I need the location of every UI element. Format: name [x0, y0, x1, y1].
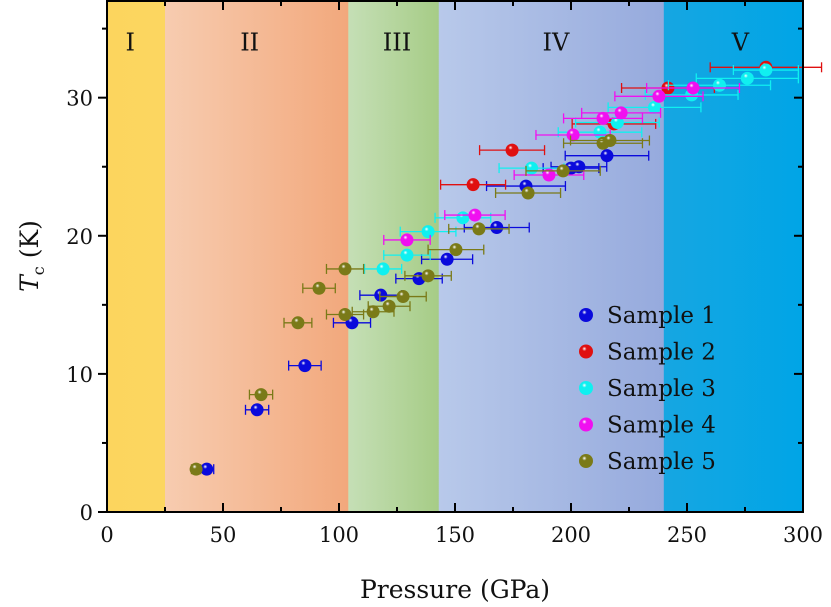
data-point: [759, 63, 773, 77]
region-label-III: III: [383, 28, 411, 56]
legend-item-sample-2: Sample 2: [579, 340, 716, 366]
data-point: [505, 143, 519, 157]
x-tick-label: 250: [667, 523, 707, 547]
data-point: [490, 220, 504, 234]
x-tick-label: 150: [435, 523, 475, 547]
x-tick-label: 0: [100, 523, 113, 547]
data-point: [603, 133, 617, 147]
legend-label: Sample 5: [607, 449, 716, 475]
data-point: [400, 248, 414, 262]
data-point: [440, 252, 454, 266]
data-point: [200, 462, 214, 476]
region-label-V: V: [731, 28, 750, 56]
data-point: [421, 269, 435, 283]
legend-item-sample-3: Sample 3: [579, 376, 716, 402]
y-tick-label: 0: [80, 501, 93, 525]
data-point: [396, 290, 410, 304]
series-sample-4: [383, 81, 741, 247]
data-point: [472, 222, 486, 236]
data-point: [421, 225, 435, 239]
data-point: [466, 178, 480, 192]
data-point: [686, 81, 700, 95]
y-tick-label: 10: [66, 363, 93, 387]
legend-marker: [579, 454, 593, 468]
legend-marker: [579, 381, 593, 395]
data-point: [312, 281, 326, 295]
legend-label: Sample 2: [607, 340, 716, 366]
data-point: [468, 208, 482, 222]
series-sample-1: [199, 149, 650, 476]
region-II-band: [165, 1, 349, 512]
legend-item-sample-5: Sample 5: [579, 449, 716, 475]
legend-marker: [579, 417, 593, 432]
region-I-band: [107, 1, 166, 512]
x-axis-title: Pressure (GPa): [360, 575, 550, 604]
data-point: [376, 262, 390, 276]
legend: Sample 1 Sample 2 Sample 3 Sample 4 Sample 5: [579, 303, 716, 475]
data-point: [566, 128, 580, 142]
data-point: [382, 299, 396, 313]
y-axis-symbol: T: [15, 273, 44, 292]
data-point: [456, 211, 470, 225]
data-point: [366, 305, 380, 319]
y-axis-title: Tc (K): [15, 220, 48, 292]
data-points: [189, 60, 823, 476]
data-point: [400, 233, 414, 247]
y-tick-label: 20: [66, 225, 93, 249]
y-axis-unit: (K): [15, 220, 44, 266]
data-point: [600, 149, 614, 163]
legend-item-sample-4: Sample 4: [579, 413, 716, 439]
data-point: [254, 388, 268, 402]
x-tick-label: 50: [210, 523, 237, 547]
data-point: [556, 164, 570, 178]
data-point: [521, 186, 535, 200]
data-point: [593, 125, 607, 139]
data-point: [449, 243, 463, 257]
y-tick-label: 30: [66, 87, 93, 111]
region-label-IV: IV: [543, 28, 570, 56]
region-IV-band: [438, 1, 665, 512]
series-sample-5: [189, 133, 651, 476]
legend-marker: [579, 308, 593, 322]
region-label-II: II: [240, 28, 259, 56]
data-point: [291, 316, 305, 330]
x-tick-label: 100: [319, 523, 359, 547]
region-label-I: I: [125, 28, 134, 56]
data-point: [740, 71, 754, 85]
legend-label: Sample 3: [607, 376, 716, 402]
x-tick-label: 300: [783, 523, 823, 547]
data-point: [250, 403, 264, 417]
data-point: [572, 160, 586, 174]
legend-marker: [579, 344, 593, 359]
y-axis-subscript: c: [29, 266, 48, 275]
data-point: [298, 359, 312, 373]
data-point: [338, 308, 352, 322]
axis-ticks: 0 50 100 150 200 250 300 0 10 20 30: [66, 1, 823, 547]
data-point: [374, 288, 388, 302]
legend-item-sample-1: Sample 1: [579, 303, 716, 329]
legend-label: Sample 1: [607, 303, 716, 329]
data-point: [338, 262, 352, 276]
data-point: [596, 111, 610, 125]
data-point: [712, 78, 726, 92]
data-point: [652, 89, 666, 103]
data-point: [648, 100, 662, 114]
legend-label: Sample 4: [607, 413, 716, 439]
data-point: [189, 462, 203, 476]
region-III-band: [348, 1, 440, 512]
data-point: [542, 168, 556, 182]
x-tick-label: 200: [551, 523, 591, 547]
data-point: [525, 161, 539, 175]
data-point: [614, 106, 628, 120]
